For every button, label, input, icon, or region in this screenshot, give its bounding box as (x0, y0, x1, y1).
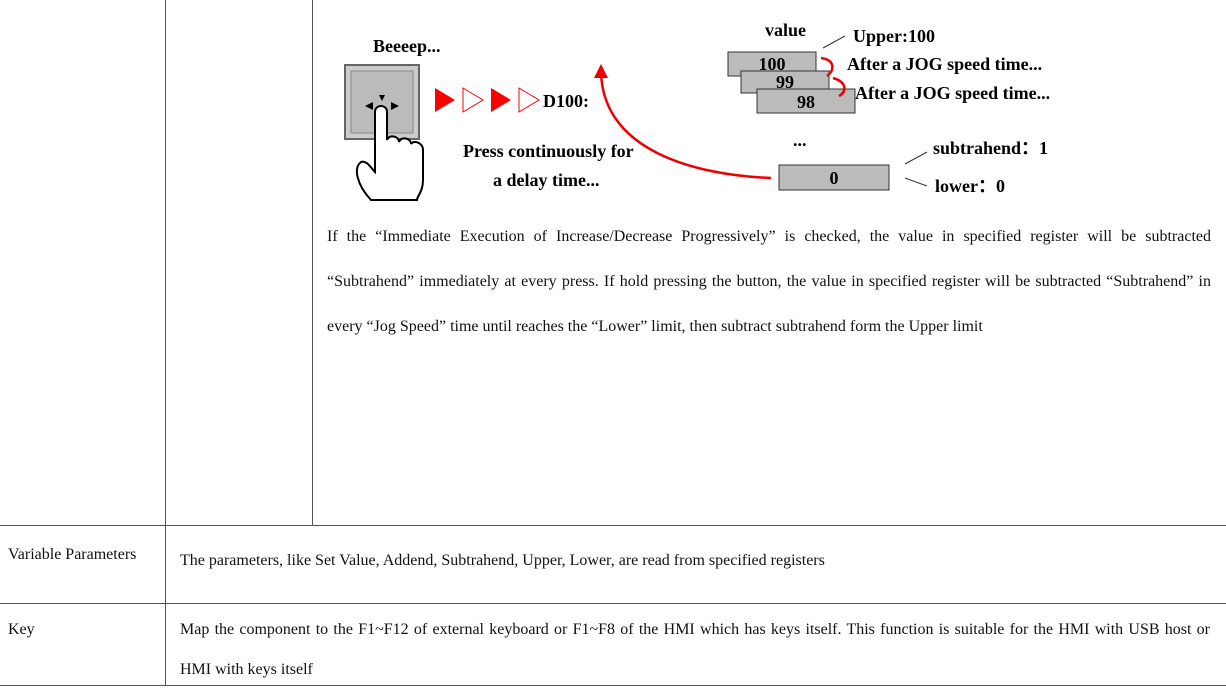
diagram: Beeeep... D100: Press continuously for a… (344, 20, 1050, 201)
step-arrow (820, 56, 846, 98)
row-label: Key (8, 621, 35, 638)
border (312, 0, 313, 525)
press-note: Press continuously for (463, 141, 634, 161)
arrow-red (491, 88, 511, 112)
button-arrows (365, 95, 399, 110)
ellipsis: ... (793, 130, 807, 150)
arrow-outline (518, 87, 540, 113)
return-arrow (599, 71, 772, 180)
value-box-label: 98 (797, 92, 815, 112)
register: D100: (543, 91, 589, 111)
value-title: value (765, 20, 806, 40)
jog-note: After a JOG speed time... (855, 83, 1050, 103)
value-box-label: 99 (776, 72, 794, 92)
border (0, 603, 1226, 604)
value-box-label: 100 (759, 54, 786, 74)
row-text: Map the component to the F1~F12 of exter… (180, 621, 1210, 678)
value-box (756, 88, 856, 114)
beep-label: Beeeep... (373, 36, 440, 56)
leader (904, 177, 928, 187)
border (165, 0, 166, 685)
arrow-red (435, 88, 455, 112)
jog-note: After a JOG speed time... (847, 54, 1042, 74)
lower-label: lower：0 (935, 176, 1005, 196)
arrow-head (594, 64, 608, 78)
arrow-outline (462, 87, 484, 113)
description: If the “Immediate Execution of Increase/… (327, 228, 1211, 335)
border (0, 525, 1226, 526)
subtrahend-label: subtrahend：1 (933, 138, 1048, 158)
leader (904, 151, 928, 165)
leader (822, 35, 846, 49)
border (0, 685, 1226, 686)
value-box (778, 164, 890, 191)
press-note: a delay time... (493, 170, 599, 190)
value-box-label: 0 (830, 168, 839, 188)
row-text: The parameters, like Set Value, Addend, … (180, 552, 825, 569)
upper-label: Upper:100 (853, 26, 935, 46)
row-label: Variable Parameters (8, 546, 137, 563)
hand (355, 105, 424, 201)
